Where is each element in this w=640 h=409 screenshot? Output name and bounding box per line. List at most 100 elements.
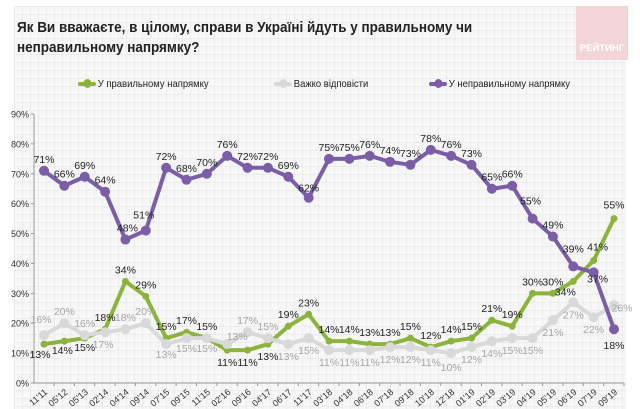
data-label: 14%: [339, 324, 360, 336]
data-label: 21%: [481, 303, 502, 315]
data-point: [39, 165, 49, 176]
data-point: [466, 159, 477, 170]
data-label: 15%: [522, 345, 543, 357]
data-label: 15%: [196, 321, 217, 333]
data-label: 64%: [95, 175, 116, 187]
data-label: 76%: [217, 139, 238, 151]
data-point: [244, 346, 252, 354]
data-point: [59, 318, 70, 329]
data-label: 15%: [400, 321, 421, 333]
x-tick-label: 11'17: [291, 387, 314, 408]
y-tick-label: 70%: [11, 169, 29, 179]
data-point: [486, 336, 497, 347]
data-point: [488, 316, 496, 324]
logo-text: РЕЙТИНГ: [579, 43, 625, 54]
legend-swatch-purple: [429, 79, 447, 88]
data-point: [385, 156, 396, 167]
x-tick-label: 09'15: [169, 387, 192, 409]
data-label: 30%: [522, 276, 543, 288]
data-label: 17%: [176, 315, 197, 327]
x-tick-label: 05'12: [47, 387, 70, 409]
x-tick-label: 06'18: [352, 387, 375, 409]
legend-label: У правильному напрямку: [97, 78, 209, 90]
data-label: 15%: [257, 321, 278, 333]
x-tick-label: 09'19: [596, 387, 619, 409]
legend-swatch-green: [78, 79, 96, 88]
data-label: 13%: [29, 349, 50, 361]
data-label: 74%: [380, 145, 401, 157]
data-label: 14%: [52, 345, 73, 357]
data-label: 13%: [227, 331, 248, 343]
data-label: 55%: [520, 196, 541, 208]
data-label: 20%: [54, 306, 75, 318]
y-tick-label: 60%: [11, 199, 29, 209]
data-label: 75%: [318, 142, 339, 154]
data-point: [161, 162, 172, 173]
data-point: [507, 333, 518, 344]
data-label: 20%: [135, 306, 156, 318]
data-point: [569, 277, 577, 285]
data-point: [588, 312, 599, 323]
data-label: 65%: [481, 172, 502, 184]
data-label: 16%: [74, 318, 95, 330]
x-tick-label: 12'18: [433, 387, 456, 409]
data-point: [140, 318, 151, 329]
data-point: [446, 348, 457, 359]
data-point: [242, 162, 253, 173]
x-tick-label: 04'14: [108, 387, 131, 409]
data-point: [405, 342, 416, 353]
data-point: [181, 174, 192, 185]
data-label: 15%: [461, 321, 482, 333]
data-point: [447, 337, 455, 345]
data-label: 14%: [318, 324, 339, 336]
data-point: [527, 333, 538, 344]
data-point: [120, 234, 131, 245]
x-tick-label: 05'19: [535, 387, 558, 409]
data-point: [547, 315, 558, 326]
data-point: [242, 327, 253, 338]
data-label: 39%: [563, 243, 584, 255]
data-point: [344, 153, 355, 164]
data-point: [364, 150, 375, 161]
data-label: 11%: [339, 357, 359, 369]
x-tick-label: 11'11: [27, 387, 49, 408]
data-label: 73%: [461, 148, 482, 160]
y-tick-label: 90%: [11, 110, 29, 120]
data-label: 34%: [115, 264, 136, 276]
data-label: 72%: [156, 151, 177, 163]
data-point: [446, 150, 457, 161]
data-label: 16%: [30, 314, 51, 326]
y-tick-label: 20%: [11, 319, 29, 329]
data-point: [305, 310, 313, 318]
data-label: 41%: [587, 241, 608, 253]
data-label: 75%: [339, 142, 360, 154]
data-point: [425, 345, 436, 356]
data-label: 13%: [278, 351, 299, 363]
data-label: 37%: [587, 273, 608, 285]
data-label: 17%: [93, 339, 114, 351]
data-label: 12%: [380, 354, 401, 366]
data-point: [222, 150, 233, 161]
legend-swatch-gray: [274, 79, 292, 88]
x-tick-label: 05'13: [67, 387, 90, 409]
data-label: 78%: [420, 133, 441, 145]
data-label: 72%: [257, 151, 278, 163]
data-point: [425, 144, 436, 155]
data-point: [609, 300, 619, 311]
data-label: 26%: [611, 302, 632, 314]
data-point: [284, 322, 292, 330]
data-label: 73%: [400, 148, 421, 160]
data-label: 12%: [420, 330, 441, 342]
data-label: 10%: [441, 362, 462, 374]
data-label: 66%: [54, 169, 75, 181]
x-tick-label: 03'18: [311, 387, 334, 409]
data-point: [40, 340, 48, 348]
y-tick-label: 50%: [11, 229, 29, 239]
data-label: 76%: [359, 139, 380, 151]
data-label: 18%: [115, 312, 136, 324]
x-tick-label: 10'18: [413, 387, 436, 409]
x-tick-label: 04'18: [332, 387, 355, 409]
data-point: [120, 324, 131, 335]
data-point: [303, 333, 314, 344]
